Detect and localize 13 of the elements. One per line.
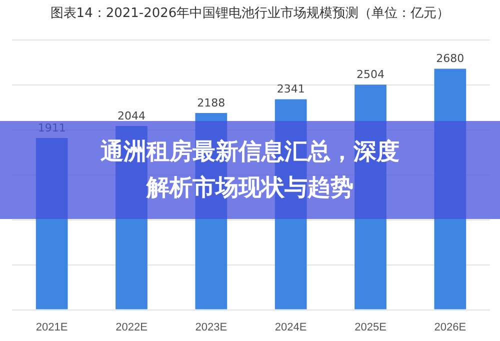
- chart-title: 图表14：2021-2026年中国锂电池行业市场规模预测（单位：亿元）: [49, 5, 451, 22]
- x-tick-label: 2026E: [434, 321, 466, 334]
- data-label: 2504: [356, 68, 384, 81]
- x-tick-label: 2021E: [36, 321, 68, 334]
- data-label: 2044: [118, 109, 146, 122]
- x-tick-label: 2025E: [354, 321, 386, 334]
- x-tick-label: 2022E: [116, 321, 148, 334]
- data-label: 2680: [436, 52, 464, 66]
- data-label: 2188: [197, 96, 226, 110]
- data-label: 2341: [276, 82, 305, 96]
- x-tick-label: 2023E: [195, 321, 228, 334]
- annotation: 通洲租房最新信息汇总，深度解析市场现状与趋势: [100, 138, 400, 203]
- x-tick-label: 2024E: [274, 321, 307, 334]
